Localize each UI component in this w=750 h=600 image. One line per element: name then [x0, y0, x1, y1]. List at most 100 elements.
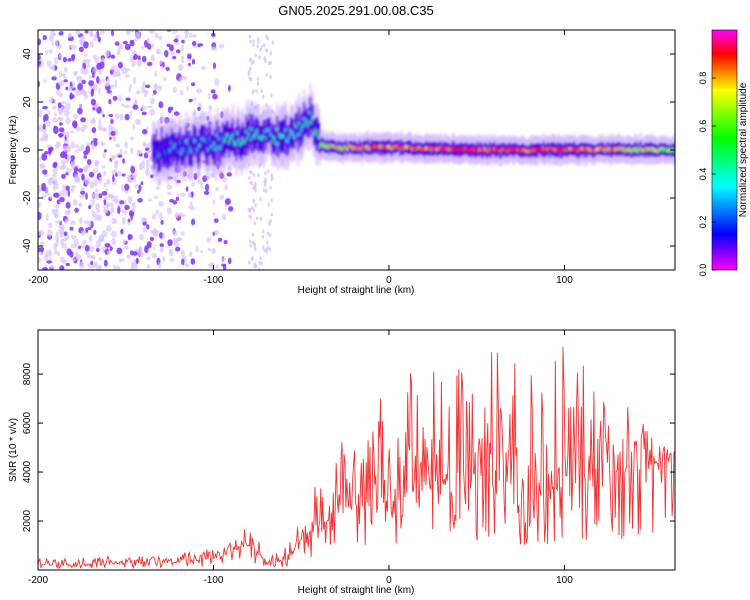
noise-speck [84, 30, 89, 34]
ridge-core [297, 133, 300, 137]
noise-speck [172, 230, 178, 237]
noise-speck [249, 215, 253, 220]
noise-speck [209, 261, 215, 269]
noise-speck [228, 85, 231, 92]
noise-speck [52, 166, 59, 175]
noise-speck [143, 89, 149, 94]
ridge-core [653, 148, 656, 152]
noise-speck [146, 150, 150, 155]
ridge-core [176, 149, 179, 153]
ridge-core [357, 147, 360, 151]
noise-speck [248, 260, 251, 265]
noise-speck [98, 118, 102, 125]
ridge-core [290, 131, 294, 136]
colorbar-tick-label: 0.8 [698, 72, 708, 85]
noise-speck [112, 174, 115, 183]
ridge-core [254, 135, 257, 139]
ridge-core [389, 144, 392, 149]
ridge-core [308, 120, 311, 125]
noise-speck [112, 95, 118, 101]
ridge-core [184, 149, 187, 153]
ridge-core [504, 148, 507, 152]
noise-speck [88, 171, 95, 178]
ridge-core [209, 139, 212, 143]
noise-speck [63, 66, 68, 73]
noise-speck [111, 84, 115, 89]
ridge-core [526, 149, 529, 154]
ridge-core [570, 146, 574, 151]
noise-speck [92, 261, 99, 269]
ridge-core [186, 141, 189, 145]
ridge-core [562, 148, 565, 153]
ridge-core [440, 146, 443, 150]
noise-speck [103, 259, 108, 267]
ridge-core [362, 145, 365, 149]
noise-speck [80, 244, 86, 249]
ridge-core [663, 147, 666, 152]
noise-speck [181, 39, 185, 44]
noise-speck [270, 93, 273, 98]
noise-speck [60, 238, 65, 246]
ridge-core [212, 148, 215, 152]
noise-speck [51, 173, 57, 178]
noise-speck [188, 253, 192, 258]
noise-speck [60, 73, 66, 77]
ridge-core [631, 149, 634, 153]
noise-speck [119, 258, 125, 262]
noise-speck [146, 37, 150, 43]
noise-speck [255, 216, 259, 221]
noise-speck [57, 116, 62, 122]
noise-speck [188, 98, 193, 103]
noise-speck [132, 123, 135, 131]
noise-speck [156, 48, 162, 54]
ridge-core [553, 147, 556, 152]
noise-speck [268, 233, 272, 237]
noise-speck [221, 214, 227, 221]
noise-speck [200, 181, 204, 190]
noise-speck [259, 47, 262, 52]
y-tick-label: -40 [22, 238, 33, 253]
ridge-core [287, 139, 290, 144]
noise-speck [253, 264, 256, 269]
ridge-core [217, 145, 220, 150]
x-tick-label: 0 [386, 275, 392, 286]
noise-speck [80, 230, 86, 236]
noise-speck [107, 202, 114, 207]
noise-speck [123, 245, 129, 250]
colorbar-tick-label: 0.6 [698, 120, 708, 133]
ridge-core [583, 148, 586, 152]
ridge-core [557, 146, 560, 151]
ridge-core [552, 147, 555, 151]
noise-speck [104, 49, 110, 57]
noise-speck [41, 182, 47, 190]
ridge-core [279, 134, 282, 139]
ridge-core [665, 148, 668, 152]
noise-speck [113, 160, 120, 165]
noise-speck [159, 247, 164, 254]
noise-speck [53, 210, 59, 218]
noise-speck [162, 255, 166, 262]
noise-speck [173, 38, 179, 43]
ridge-core [439, 145, 442, 150]
noise-speck [79, 217, 83, 225]
ridge-core [337, 145, 340, 149]
ridge-core [505, 148, 508, 153]
noise-speck [45, 49, 48, 55]
noise-speck [263, 183, 267, 188]
ridge-core [590, 147, 593, 151]
spectrogram-x-label: Height of straight line (km) [298, 285, 415, 296]
noise-speck [96, 76, 100, 84]
noise-speck [42, 267, 48, 270]
ridge-core [236, 131, 239, 136]
ridge-core [202, 136, 205, 140]
noise-speck [264, 171, 267, 176]
noise-speck [219, 194, 225, 201]
ridge-core [550, 146, 553, 150]
ridge-core [574, 148, 577, 152]
y-tick-label: 8000 [22, 363, 33, 386]
noise-speck [80, 67, 85, 75]
noise-speck [62, 56, 67, 63]
noise-speck [114, 41, 120, 46]
noise-speck [256, 77, 260, 82]
noise-speck [57, 133, 64, 138]
